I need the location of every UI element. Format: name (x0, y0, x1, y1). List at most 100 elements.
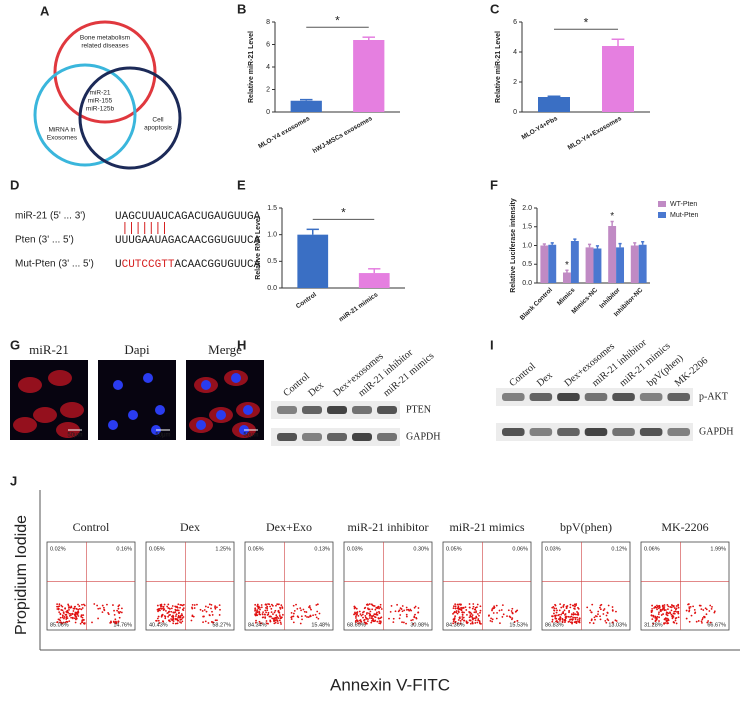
event (93, 603, 96, 605)
event (397, 610, 400, 613)
event (661, 604, 664, 607)
significance: * (341, 206, 346, 220)
nucleus (201, 380, 211, 390)
event (452, 622, 455, 625)
event (471, 617, 474, 620)
event (405, 615, 408, 618)
event (656, 608, 658, 611)
venn-circle (53, 20, 157, 124)
event (409, 608, 412, 611)
event (276, 620, 279, 623)
event (464, 606, 467, 609)
x-tick-label: MLO-Y4+Exosomes (567, 115, 624, 152)
event (70, 616, 73, 619)
event (256, 605, 259, 607)
x-tick-label: Control (295, 291, 318, 310)
event (454, 615, 457, 618)
event (375, 606, 378, 609)
sequence-label: Mut-Pten (3' ... 5') (15, 259, 94, 270)
event (279, 615, 281, 618)
event (455, 611, 458, 614)
event (256, 603, 259, 606)
event (593, 616, 596, 619)
event (657, 607, 660, 610)
event (655, 606, 658, 609)
band (502, 393, 525, 401)
event (501, 616, 504, 618)
event (261, 613, 264, 615)
event (255, 612, 257, 614)
x-tick-label: miR-21 mimics (338, 291, 380, 323)
event (590, 611, 593, 614)
sequence: UCUTCCGTTACAACGGUGUUCA (115, 259, 261, 271)
event (651, 618, 654, 620)
event (615, 610, 617, 613)
event (160, 603, 162, 606)
event (164, 617, 167, 620)
event (475, 610, 478, 613)
event (664, 617, 667, 620)
event (208, 603, 211, 606)
event (677, 616, 680, 619)
event (392, 617, 395, 620)
event (551, 615, 554, 618)
event (67, 611, 70, 614)
event (568, 611, 570, 614)
event (654, 615, 657, 618)
event (654, 616, 657, 619)
event (65, 616, 68, 619)
quadrant-percent: 0.16% (116, 546, 132, 552)
band-label: p-AKT (699, 391, 728, 402)
y-tick-label: 4 (266, 64, 270, 71)
event (401, 621, 403, 624)
event (79, 622, 82, 625)
bar (602, 46, 634, 112)
event (688, 610, 690, 613)
plot-frame (442, 541, 532, 631)
event (454, 603, 457, 606)
y-tick-label: 6 (266, 41, 270, 48)
event (65, 610, 68, 613)
event (551, 618, 554, 621)
event (362, 616, 364, 619)
event (556, 621, 559, 624)
event (317, 617, 320, 620)
event (604, 619, 607, 622)
event (655, 619, 658, 621)
event (472, 605, 475, 608)
event (254, 609, 256, 612)
event (357, 614, 360, 617)
event (564, 619, 567, 622)
event (364, 621, 367, 624)
quadrant-percent: 14.76% (113, 622, 132, 628)
event (163, 603, 166, 606)
plot-frame (46, 541, 136, 631)
event (172, 620, 175, 622)
event (191, 603, 194, 606)
event (473, 611, 476, 614)
event (688, 606, 691, 609)
event (190, 619, 193, 622)
event (103, 609, 106, 612)
event (358, 610, 361, 613)
event (264, 617, 267, 619)
event (597, 613, 599, 616)
event (99, 607, 101, 610)
event (156, 608, 159, 611)
event (71, 617, 74, 620)
event (656, 617, 658, 620)
event (158, 622, 161, 624)
event (176, 606, 179, 609)
event (555, 607, 558, 610)
event (81, 619, 84, 622)
event (557, 614, 559, 617)
event (713, 611, 716, 614)
event (555, 611, 558, 614)
venn-center: miR-125b (86, 106, 115, 113)
event (265, 620, 268, 622)
event (672, 616, 675, 618)
event (607, 604, 610, 607)
event (78, 605, 81, 607)
event (371, 608, 374, 611)
event (675, 616, 678, 619)
